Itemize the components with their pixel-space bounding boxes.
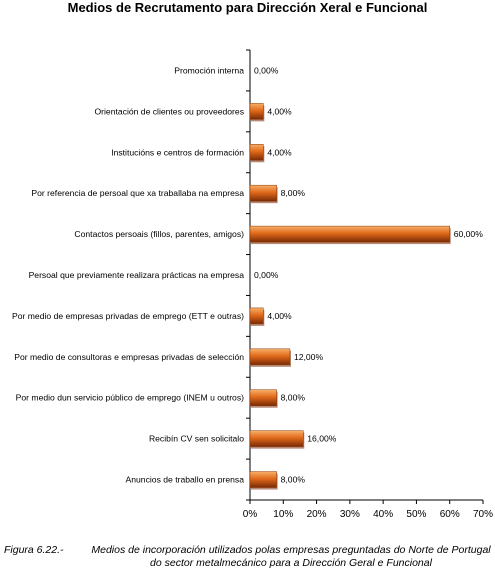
x-tick-label: 40% <box>373 509 393 520</box>
category-label: Orientación de clientes ou proveedores <box>94 106 244 116</box>
value-label: 60,00% <box>454 229 484 239</box>
value-label: 4,00% <box>267 147 292 157</box>
caption-text: Medios de incorporación utilizados polas… <box>91 544 491 569</box>
x-tick-label: 60% <box>440 509 460 520</box>
bar <box>249 430 304 447</box>
x-tick-label: 30% <box>340 509 360 520</box>
category-label: Institucións e centros de formación <box>111 147 244 157</box>
value-label: 0,00% <box>254 270 279 280</box>
value-label: 0,00% <box>254 65 279 75</box>
category-label: Persoal que previamente realizara prácti… <box>29 270 245 280</box>
bar <box>249 471 277 488</box>
value-label: 8,00% <box>281 393 306 403</box>
x-tick-label: 50% <box>406 509 426 520</box>
category-label: Promoción interna <box>174 65 244 75</box>
bar <box>249 103 264 120</box>
value-label: 16,00% <box>307 434 337 444</box>
value-label: 4,00% <box>267 106 292 116</box>
category-label: Por medio de empresas privadas de empreg… <box>12 311 244 321</box>
bar <box>249 225 450 243</box>
value-label: 4,00% <box>267 311 292 321</box>
category-label: Recibín CV sen solicitalo <box>149 434 244 444</box>
value-label: 12,00% <box>294 352 324 362</box>
category-label: Por medio dun servicio público de empreg… <box>16 393 244 403</box>
category-label: Contactos persoais (fillos, parentes, am… <box>74 229 244 239</box>
category-label: Por medio de consultoras e empresas priv… <box>14 352 244 362</box>
bar <box>249 184 277 202</box>
category-label: Anuncios de traballo en prensa <box>126 475 245 485</box>
bar-chart: 0% 10% 20% 30% 40% 50% 60% 70% Promoción interna… <box>12 49 493 520</box>
x-tick-label: 20% <box>307 509 327 520</box>
x-tick-label: 0% <box>243 509 258 520</box>
chart-title: Medios de Recrutamento para Dirección Xe… <box>67 0 428 15</box>
x-tick-label: 70% <box>473 509 493 520</box>
figure-label: Figura 6.22.- <box>4 544 64 556</box>
bar <box>249 307 264 325</box>
bar <box>249 348 291 366</box>
value-label: 8,00% <box>281 475 306 485</box>
bar <box>249 389 277 406</box>
value-label: 8,00% <box>281 188 306 198</box>
bar <box>249 144 264 161</box>
x-tick-label: 10% <box>273 509 293 520</box>
category-label: Por referencia de persoal que xa traball… <box>31 188 244 198</box>
